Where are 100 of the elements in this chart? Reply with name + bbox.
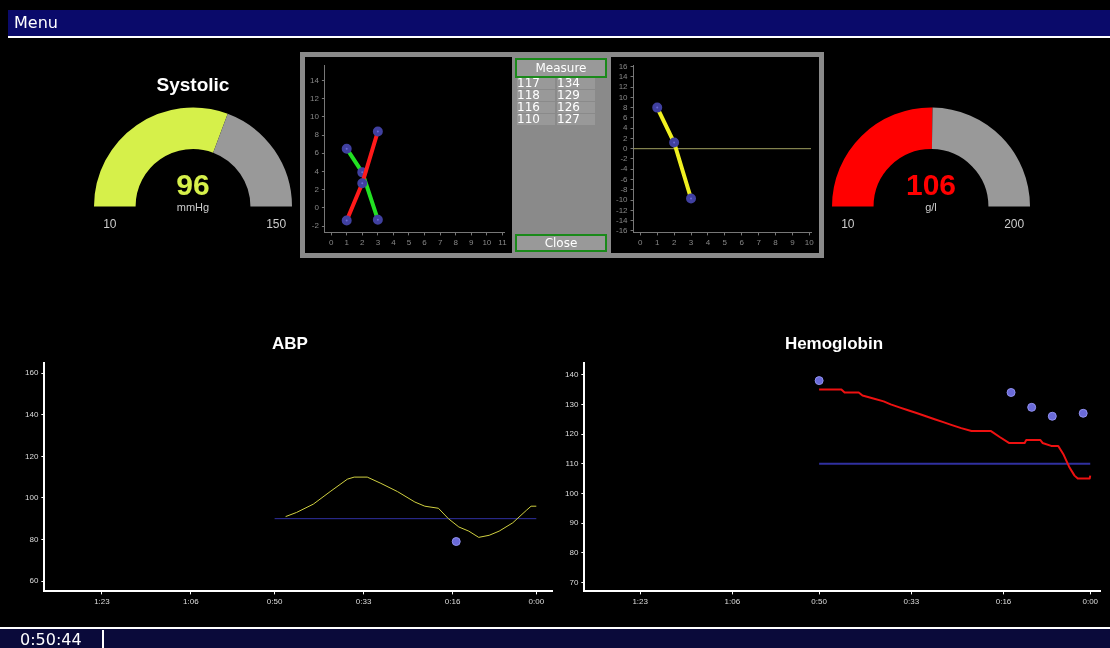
x-tick-label: 8 <box>453 238 459 248</box>
text: 127 <box>557 112 595 126</box>
text: 150 <box>266 216 287 231</box>
text: 117 <box>517 76 555 90</box>
y-tick-label: 70 <box>569 577 579 587</box>
x-tick-label: 1 <box>654 238 660 248</box>
text: Measure <box>535 61 587 75</box>
point <box>1006 387 1016 397</box>
x-tick-label: 10 <box>482 238 492 248</box>
y-tick-label: 0 <box>623 143 629 153</box>
x-tick-label: 0:50 <box>811 597 828 607</box>
point <box>814 376 824 386</box>
text: 96 <box>175 167 211 201</box>
point <box>1078 408 1088 418</box>
x-tick-label: 0:33 <box>903 597 920 607</box>
y-tick-label: 4 <box>314 166 320 176</box>
x-tick-label: 11 <box>498 238 508 248</box>
x-tick-label: 0 <box>638 238 644 248</box>
y-tick-label: 2 <box>314 184 320 194</box>
point <box>1047 411 1057 421</box>
y-tick-label: 100 <box>24 493 39 503</box>
y-tick-label: -16 <box>616 226 629 236</box>
x-tick-label: 0:16 <box>995 597 1012 607</box>
y-tick-label: 100 <box>564 488 579 498</box>
y-tick-label: 4 <box>623 123 629 133</box>
x-tick-label: 4 <box>391 238 397 248</box>
y-tick-label: -10 <box>616 195 629 205</box>
x-tick-label: 7 <box>756 238 762 248</box>
x-tick-label: 4 <box>705 238 711 248</box>
y-tick-label: 130 <box>564 399 579 409</box>
text: mmHg <box>175 200 211 213</box>
y-tick-label: 90 <box>569 518 579 528</box>
y-tick-label: -2 <box>311 221 320 231</box>
y-tick-label: 8 <box>623 102 629 112</box>
y-tick-label: 140 <box>24 409 39 419</box>
y-tick-label: 12 <box>618 82 629 92</box>
text: 10 <box>840 216 856 231</box>
y-tick-label: 14 <box>309 75 320 85</box>
text: 200 <box>1003 216 1026 231</box>
x-tick-label: 1:23 <box>94 597 111 607</box>
y-tick-label: 12 <box>309 93 320 103</box>
y-tick-label: 8 <box>314 130 320 140</box>
chart-title: ABP <box>271 334 309 354</box>
text: Close <box>515 234 607 252</box>
y-tick-label: 10 <box>618 92 629 102</box>
y-tick-label: 80 <box>569 548 579 558</box>
y-tick-label: 120 <box>564 429 579 439</box>
x-tick-label: 0:50 <box>266 597 283 607</box>
text: g/l <box>924 200 938 213</box>
x-tick-label: 6 <box>739 238 745 248</box>
text: 134 <box>557 76 595 90</box>
text: 0:50:44 <box>8 630 104 648</box>
x-tick-label: 1:06 <box>724 597 741 607</box>
y-tick-label: 160 <box>24 368 39 378</box>
chart-title: Systolic <box>155 74 231 96</box>
y-tick-label: 2 <box>623 133 629 143</box>
x-tick-label: 0 <box>328 238 334 248</box>
x-tick-label: 2 <box>360 238 366 248</box>
y-tick-label: -2 <box>620 154 629 164</box>
x-tick-label: 3 <box>688 238 694 248</box>
x-tick-label: 2 <box>671 238 677 248</box>
y-tick-label: 16 <box>618 61 629 71</box>
y-tick-label: -6 <box>620 174 629 184</box>
x-tick-label: 8 <box>773 238 779 248</box>
y-tick-label: -14 <box>616 215 629 225</box>
x-tick-label: 0:33 <box>355 597 372 607</box>
text: Menu <box>14 13 58 32</box>
point <box>1027 402 1037 412</box>
y-tick-label: 140 <box>564 369 579 379</box>
text: 106 <box>904 167 958 201</box>
y-tick-label: 120 <box>24 451 39 461</box>
y-tick-label: 110 <box>565 458 579 468</box>
x-tick-label: 9 <box>469 238 475 248</box>
y-tick-label: 6 <box>314 148 320 158</box>
x-tick-label: 5 <box>406 238 412 248</box>
y-tick-label: 6 <box>623 113 629 123</box>
x-tick-label: 0:00 <box>528 597 545 607</box>
x-tick-label: 7 <box>437 238 443 248</box>
x-tick-label: 0:16 <box>444 597 461 607</box>
x-tick-label: 5 <box>722 238 728 248</box>
x-tick-label: 0:00 <box>1082 597 1099 607</box>
text: 129 <box>557 88 595 102</box>
chart-title: Hemoglobin <box>783 334 885 354</box>
y-tick-label: -12 <box>616 205 629 215</box>
y-tick-label: -8 <box>620 184 629 194</box>
text: 116 <box>517 100 555 114</box>
x-tick-label: 10 <box>804 238 815 248</box>
text: 110 <box>517 112 555 126</box>
y-tick-label: 14 <box>618 72 629 82</box>
y-tick-label: 80 <box>29 534 39 544</box>
y-tick-label: -4 <box>620 164 629 174</box>
x-tick-label: 1 <box>344 238 350 248</box>
x-tick-label: 6 <box>422 238 428 248</box>
x-tick-label: 9 <box>790 238 796 248</box>
text: 118 <box>517 88 555 102</box>
y-tick-label: 0 <box>314 203 320 213</box>
y-tick-label: 10 <box>309 112 320 122</box>
text: 126 <box>557 100 595 114</box>
x-tick-label: 1:23 <box>632 597 649 607</box>
y-tick-label: 60 <box>29 576 39 586</box>
